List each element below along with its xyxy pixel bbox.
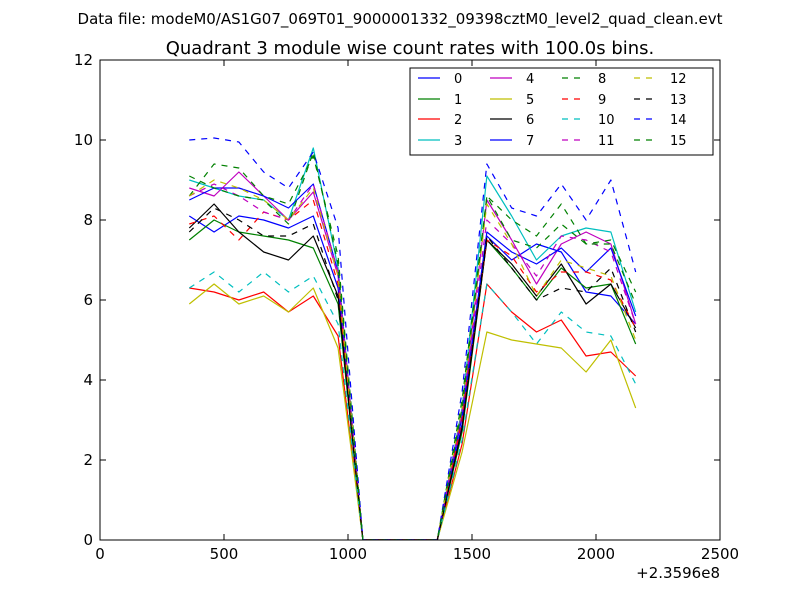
x-axis: 0 500 1000 1500 2000 2500 [95,60,739,563]
x-tick-label: 500 [210,545,239,563]
legend-label-15: 15 [670,134,687,149]
y-tick-label: 4 [83,371,93,389]
series-line-0 [188,215,637,540]
x-tick-label: 2000 [577,545,615,563]
series-line-5 [188,283,637,540]
y-tick-label: 10 [74,131,93,149]
legend-label-12: 12 [670,72,687,87]
legend-label-1: 1 [454,93,462,108]
legend-label-0: 0 [454,72,462,87]
series-layer [188,137,637,540]
series-line-9 [189,199,637,540]
series-line-14 [189,137,637,540]
legend-label-9: 9 [598,93,606,108]
x-tick-label: 1500 [453,545,491,563]
legend-label-14: 14 [670,113,687,128]
y-tick-label: 6 [83,291,93,309]
legend-label-13: 13 [670,93,687,108]
legend-box [409,67,714,156]
legend-label-2: 2 [454,113,462,128]
legend-label-6: 6 [526,113,534,128]
series-line-6 [188,203,637,540]
legend-label-4: 4 [526,72,534,87]
legend-label-7: 7 [526,134,534,149]
series-line-11 [189,183,637,540]
series-line-1 [188,219,637,540]
x-offset-label: +2.3596e8 [636,564,720,582]
series-line-8 [188,155,637,540]
chart-title: Quadrant 3 module wise count rates with … [166,38,655,59]
legend-label-11: 11 [598,134,615,149]
series-line-2 [189,283,637,540]
x-tick-label: 1000 [329,545,367,563]
legend-label-8: 8 [598,72,606,87]
chart-suptitle: Data file: modeM0/AS1G07_069T01_90000013… [78,10,723,29]
series-line-7 [189,183,637,540]
y-tick-label: 0 [83,531,93,549]
y-tick-label: 2 [83,451,93,469]
series-line-13 [188,207,637,540]
legend-label-5: 5 [526,93,534,108]
series-line-15 [189,151,637,540]
series-line-10 [188,271,637,540]
y-tick-label: 12 [74,51,93,69]
legend-label-3: 3 [454,134,462,149]
x-tick-label: 2500 [701,545,739,563]
x-tick-label: 0 [95,545,105,563]
y-tick-label: 8 [83,211,93,229]
legend-label-10: 10 [598,113,615,128]
